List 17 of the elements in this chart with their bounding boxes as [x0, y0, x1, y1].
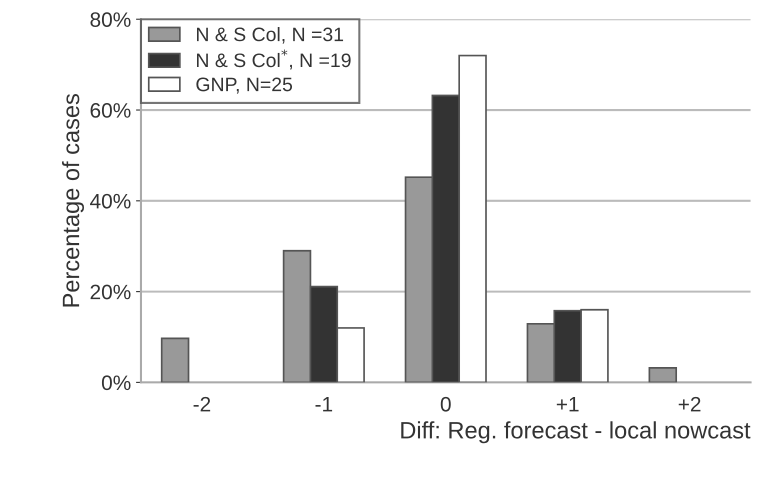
x-tick-label: -2: [194, 396, 210, 412]
y-tick-label: 0%: [102, 375, 131, 390]
bar: [160, 338, 190, 382]
x-tick-label: +2: [678, 396, 700, 412]
bar: [648, 367, 678, 382]
y-axis-title: Percentage of cases: [62, 94, 84, 306]
legend-label: N & S Col$^{*}$, N =19: [197, 49, 351, 70]
y-tick-label: 40%: [90, 194, 131, 209]
y-tick-label: 20%: [90, 284, 131, 300]
x-tick-label: -1: [316, 397, 332, 412]
x-tick-label: 0: [440, 396, 451, 412]
legend-label: N & S Col, N =31: [197, 27, 344, 44]
y-tick-label: 60%: [90, 103, 131, 118]
legend-label: GNP, N=25: [196, 78, 292, 94]
x-tick-label: +1: [556, 397, 579, 412]
y-tick-label: 80%: [90, 12, 131, 27]
x-axis-title: Diff: Reg. forecast - local nowcast: [401, 421, 750, 444]
